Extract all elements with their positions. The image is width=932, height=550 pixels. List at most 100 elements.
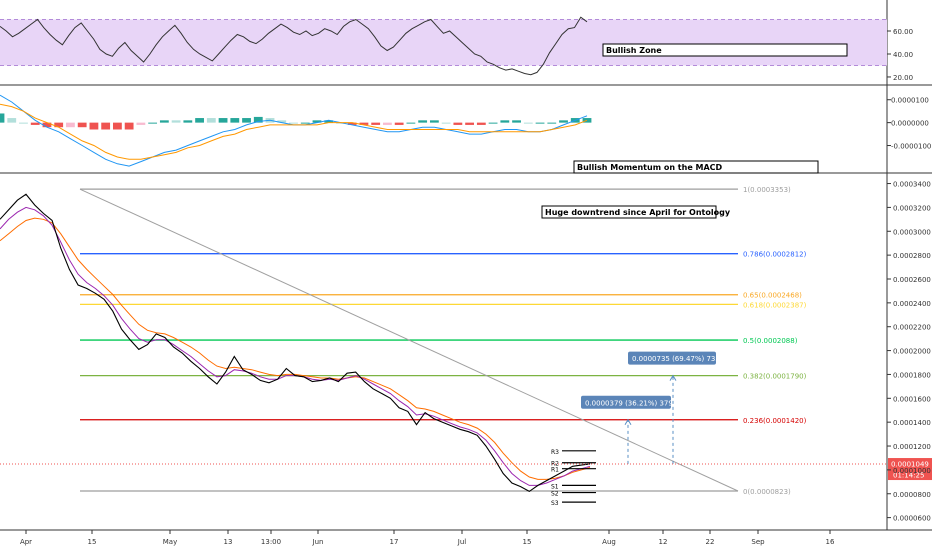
macd-tick-label: -0.0000100 <box>891 143 931 151</box>
time-tick-label: Sep <box>751 538 765 546</box>
macd-histogram-bar <box>30 122 40 125</box>
target-label-box <box>628 351 716 365</box>
price-tick-label: 0.0002600 <box>893 276 931 284</box>
bullish-zone-callout: Bullish Zone <box>606 46 662 55</box>
price-tick-label: 0.0001600 <box>893 395 931 403</box>
macd-histogram-bar <box>418 120 428 123</box>
macd-histogram-bar <box>42 122 52 128</box>
time-tick-label: 13:00 <box>261 538 281 546</box>
macd-histogram-bar <box>465 122 475 125</box>
countdown-value: 01:14:25 <box>893 472 924 480</box>
rsi-line <box>0 16 588 76</box>
macd-histogram-bar <box>383 122 392 125</box>
time-tick-label: Apr <box>20 538 32 546</box>
price-tick-label: 0.0000800 <box>893 491 931 499</box>
macd-histogram-bar <box>89 122 99 130</box>
pivot-label: R3 <box>551 449 559 456</box>
title-callout-box <box>541 205 717 219</box>
macd-tick-label: 0.0000000 <box>891 120 929 128</box>
fib-level-label: 0.65(0.0002468) <box>743 292 802 300</box>
macd-histogram-bar <box>371 122 381 125</box>
macd-histogram-bar <box>347 122 357 125</box>
target-arrow <box>624 418 632 426</box>
chart-title: Huge downtrend since April for Ontology <box>545 208 731 217</box>
time-tick-label: May <box>163 538 177 546</box>
target-label: 0.0000735 (69.47%) 735 <box>632 355 720 363</box>
price-tick-label: 0.0003400 <box>893 181 931 189</box>
macd-histogram-bar <box>547 122 557 124</box>
price-tick-label: 0.0002400 <box>893 300 931 308</box>
macd-histogram-bar <box>336 122 345 124</box>
macd-histogram-bar <box>195 118 204 123</box>
price-tick-label: 0.0003200 <box>893 204 931 212</box>
macd-histogram-bar <box>359 122 369 125</box>
price-tick-label: 0.0001000 <box>893 467 931 475</box>
price-tick-label: 0.0000600 <box>893 515 931 523</box>
macd-histogram-bar <box>523 122 533 124</box>
time-tick-label: 15 <box>523 538 532 546</box>
macd-histogram-bar <box>148 122 158 124</box>
macd-momentum-callout: Bullish Momentum on the MACD <box>577 163 723 172</box>
price-tick-label: 0.0002000 <box>893 348 931 356</box>
pivot-label: R1 <box>551 467 559 474</box>
macd-line <box>0 94 588 167</box>
macd-histogram-bar <box>218 118 228 123</box>
fib-level-label: 0(0.0000823) <box>743 488 791 496</box>
price-tick-label: 0.0001800 <box>893 371 931 379</box>
fib-retracement: 1(0.0003353) 0.786(0.0002812) 0.65(0.00024… <box>80 186 807 496</box>
target-label: 0.0000379 (36.21%) 379 <box>585 399 673 407</box>
macd-histogram-bar <box>512 120 521 123</box>
macd-histogram-bar <box>535 122 545 124</box>
macd-histogram-bar <box>159 120 169 123</box>
time-tick-label: 15 <box>88 538 97 546</box>
macd-histogram-bar <box>171 120 181 123</box>
fib-level-label: 0.786(0.0002812) <box>743 251 807 259</box>
time-tick-label: Jul <box>457 538 467 546</box>
price-line <box>0 193 591 493</box>
macd-histogram-bar <box>136 122 146 125</box>
macd-histogram-bar <box>19 122 28 124</box>
time-tick-label: 12 <box>659 538 668 546</box>
time-tick-label: Jun <box>312 538 324 546</box>
time-tick-label: 17 <box>390 538 399 546</box>
macd-histogram-bar <box>230 118 240 123</box>
macd-histogram-bar <box>429 120 439 123</box>
price-tick-label: 0.0003000 <box>893 228 931 236</box>
current-price-value: 0.0001049 <box>891 461 929 469</box>
current-price-tag <box>888 458 932 470</box>
macd-histogram-bar <box>559 120 568 123</box>
price-tick-label: 0.0002800 <box>893 252 931 260</box>
time-tick-label: 13 <box>224 538 233 546</box>
macd-momentum-callout-box <box>573 160 819 174</box>
macd-histogram-bar <box>300 122 310 124</box>
macd-histogram-bar <box>7 118 17 123</box>
macd-histogram-bar <box>66 122 75 128</box>
macd-histogram-bar <box>453 122 463 125</box>
macd-histogram-bar <box>324 120 334 123</box>
rsi-tick-label: 60.00 <box>893 28 913 36</box>
rsi-bullish-zone-band <box>0 19 887 66</box>
macd-histogram-bar <box>77 122 87 128</box>
macd-histogram-bar <box>441 122 451 124</box>
ema-slow-line <box>0 217 591 480</box>
macd-histogram-bar <box>289 122 298 124</box>
macd-histogram-bar <box>124 122 134 130</box>
time-tick-label: Aug <box>602 538 616 546</box>
macd-histogram-bar <box>54 122 64 128</box>
macd-histogram-bar <box>500 120 510 123</box>
fib-level-label: 0.5(0.0002088) <box>743 337 798 345</box>
macd-histogram-bar <box>406 122 416 124</box>
macd-histogram-bar <box>183 120 193 123</box>
time-tick-label: 16 <box>826 538 835 546</box>
countdown-tag <box>888 469 932 481</box>
macd-histogram-bar <box>206 118 216 123</box>
fib-level-label: 0.236(0.0001420) <box>743 417 807 425</box>
macd-histogram-bar <box>112 122 122 130</box>
target-arrow <box>669 374 677 381</box>
price-tick-label: 0.0001400 <box>893 419 931 427</box>
macd-histogram-bar <box>101 122 111 130</box>
rsi-tick-label: 20.00 <box>893 74 913 82</box>
price-tick-label: 0.0001200 <box>893 443 931 451</box>
macd-histogram-bar <box>242 118 251 123</box>
